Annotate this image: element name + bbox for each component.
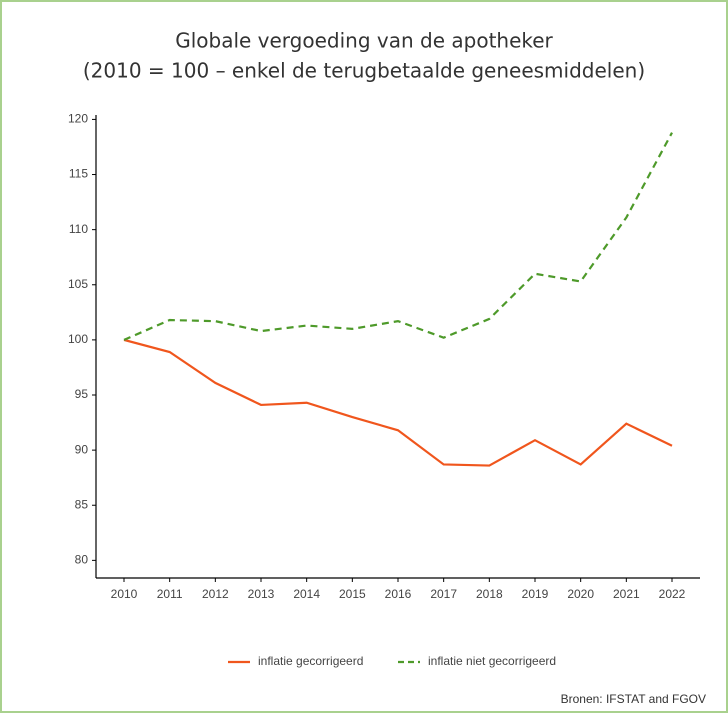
source: Bronen: IFSTAT and FGOV [561,692,706,706]
x-tick-label: 2018 [476,587,503,601]
x-tick-label: 2016 [385,587,412,601]
y-tick-label: 95 [75,387,89,401]
y-tick-label: 110 [69,222,88,236]
y-tick-label: 90 [75,442,89,456]
y-tick-label: 85 [75,497,89,511]
x-tick-label: 2013 [248,587,275,601]
x-tick-label: 2012 [202,587,229,601]
x-tick-label: 2019 [522,587,549,601]
y-tick-label: 115 [69,167,88,181]
legend-label: inflatie niet gecorrigeerd [428,654,556,668]
x-tick-label: 2017 [430,587,457,601]
chart-title: Globale vergoeding van de apotheker [175,29,553,53]
chart-subtitle: (2010 = 100 – enkel de terugbetaalde gen… [83,59,645,83]
x-tick-label: 2022 [659,587,686,601]
line-series [123,338,673,467]
y-tick-label: 80 [75,553,89,567]
x-tick-label: 2015 [339,587,366,601]
x-tick-label: 2014 [293,587,320,601]
x-tick-label: 2010 [111,587,138,601]
x-tick-label: 2021 [613,587,640,601]
legend-label: inflatie gecorrigeerd [258,654,363,668]
y-tick-label: 120 [68,112,88,126]
x-tick-label: 2011 [157,587,183,601]
line-series [123,132,673,341]
x-tick-label: 2020 [567,587,594,601]
y-tick-label: 100 [68,332,88,346]
y-tick-label: 105 [68,277,88,291]
